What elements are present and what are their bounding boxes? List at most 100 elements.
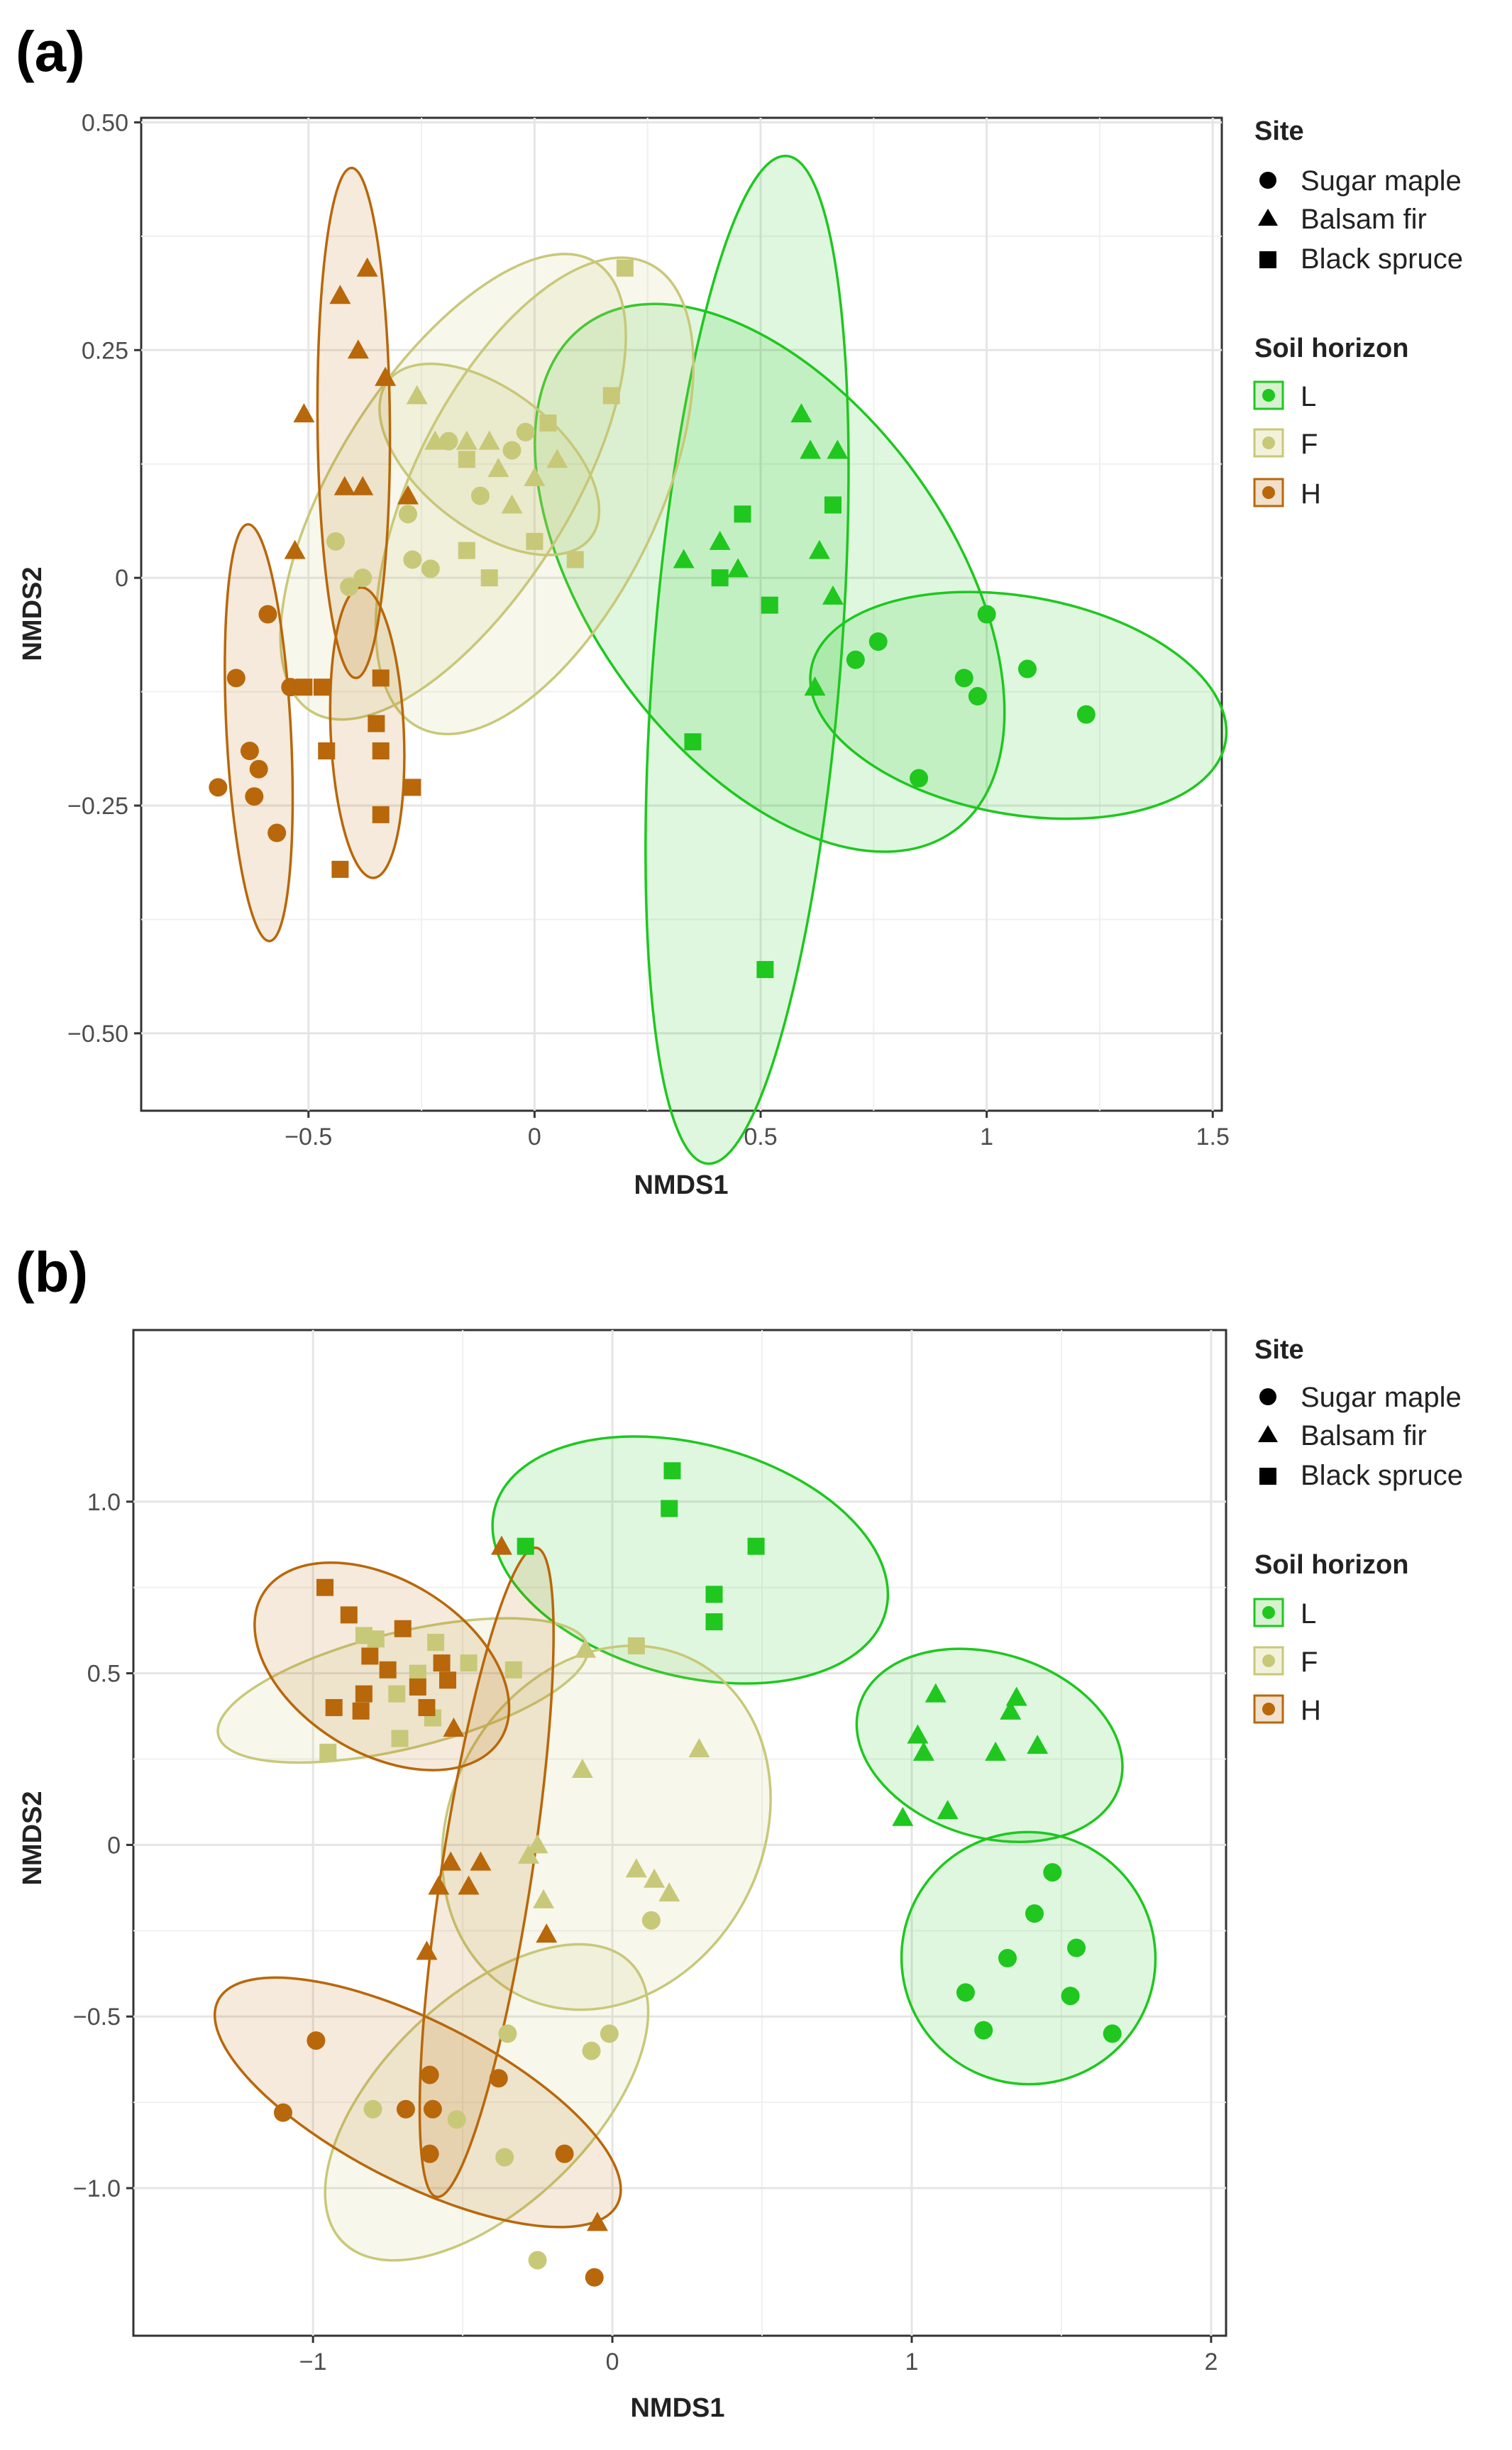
- legend-b-swatch-f-dot: [1262, 1654, 1275, 1667]
- panel-b-point-l-sugar-maple: [1067, 1938, 1086, 1957]
- panel-a-point-h-sugar-maple: [281, 678, 300, 697]
- panel-a-point-l-balsam-fir: [673, 549, 695, 568]
- panel-b-point-l-balsam-fir: [1000, 1700, 1022, 1720]
- panel-b-ellipse-l-black-spruce: [491, 1435, 890, 1685]
- panel-b-point-h-balsam-fir: [470, 1851, 492, 1871]
- panel-b-point-f-sugar-maple: [600, 2024, 619, 2043]
- panel-a-point-l-black-spruce: [761, 596, 778, 614]
- legend-b-triangle-icon: [1258, 1425, 1278, 1442]
- panel-a-point-h-sugar-maple: [249, 759, 268, 779]
- panel-b-point-f-sugar-maple: [495, 2148, 514, 2167]
- panel-a-point-h-black-spruce: [368, 715, 385, 732]
- panel-a-point-h-sugar-maple: [267, 823, 287, 842]
- panel-a-point-f-sugar-maple: [326, 532, 346, 551]
- panel-a-y-tick-label: 0.50: [82, 109, 128, 136]
- panel-b-x-tick-label: 0: [606, 2349, 619, 2375]
- panel-b-point-l-black-spruce: [705, 1586, 723, 1603]
- panel-a-point-f-sugar-maple: [516, 422, 535, 441]
- legend-b-horizon-title: Soil horizon: [1254, 1550, 1408, 1580]
- legend-b-black-spruce: Black spruce: [1301, 1460, 1463, 1491]
- panel-a-point-h-sugar-maple: [240, 742, 259, 761]
- panel-b-point-l-balsam-fir: [937, 1800, 959, 1820]
- legend-b-swatch-l-dot: [1262, 1606, 1275, 1619]
- panel-a-point-l-balsam-fir: [709, 530, 731, 550]
- legend-a-l: L: [1301, 381, 1316, 412]
- panel-b-point-f-sugar-maple: [528, 2251, 547, 2270]
- panel-a-x-tick-label: 1: [980, 1124, 993, 1150]
- panel-b-point-l-black-spruce: [747, 1537, 765, 1555]
- panel-b-y-tick-label: 0.5: [87, 1661, 121, 1688]
- panel-b-point-h-black-spruce: [379, 1661, 397, 1679]
- panel-a-point-h-balsam-fir: [352, 476, 374, 495]
- panel-a-point-h-balsam-fir: [293, 403, 315, 423]
- legend-a-swatch-f-dot: [1262, 436, 1275, 449]
- panel-b-point-h-sugar-maple: [420, 2065, 439, 2084]
- panel-a-ellipse-h-black-spruce: [329, 586, 406, 879]
- panel-b-point-l-balsam-fir: [907, 1724, 929, 1744]
- panel-b-point-l-sugar-maple: [1103, 2024, 1122, 2043]
- panel-a-point-h-balsam-fir: [333, 476, 355, 495]
- panel-b-point-h-black-spruce: [394, 1620, 412, 1637]
- panel-a-point-l-sugar-maple: [1017, 659, 1037, 679]
- panel-b-legend: Site Sugar maple Balsam fir Black spruce…: [1253, 1335, 1463, 1726]
- panel-b-point-l-balsam-fir: [985, 1741, 1007, 1761]
- legend-a-horizon-title: Soil horizon: [1254, 334, 1408, 363]
- legend-a-h: H: [1301, 478, 1321, 510]
- panel-b-y-tick-label: −1.0: [73, 2175, 121, 2202]
- panel-b-ellipse-l-balsam-fir: [855, 1647, 1124, 1843]
- panel-b-y-tick-label: −0.5: [73, 2004, 121, 2031]
- panel-a-point-f-sugar-maple: [398, 505, 417, 524]
- panel-b-point-h-balsam-fir: [490, 1535, 512, 1555]
- panel-b-points: [273, 1462, 1122, 2287]
- legend-a-balsam-fir: Balsam fir: [1301, 204, 1427, 235]
- panel-b-point-f-balsam-fir: [517, 1844, 539, 1864]
- panel-b-ellipses: [213, 1435, 1157, 2262]
- panel-a-ellipse-l-sugar-maple: [809, 590, 1228, 820]
- panel-a-point-f-sugar-maple: [340, 577, 359, 596]
- panel-a-point-h-black-spruce: [404, 779, 421, 796]
- panel-b-point-l-sugar-maple: [1025, 1904, 1044, 1923]
- panel-b-point-f-black-spruce: [427, 1634, 445, 1652]
- panel-a-point-l-black-spruce: [824, 496, 841, 514]
- panel-b-point-f-balsam-fir: [533, 1889, 555, 1908]
- legend-b-h: H: [1301, 1695, 1321, 1726]
- legend-b-balsam-fir: Balsam fir: [1301, 1420, 1427, 1451]
- panel-b-point-h-black-spruce: [325, 1698, 343, 1716]
- panel-b-gridlines: [133, 1330, 1226, 2336]
- panel-b-point-h-black-spruce: [340, 1606, 358, 1624]
- panel-b-ellipse-f-sugar-maple: [324, 1943, 650, 2262]
- panel-b-point-l-sugar-maple: [1043, 1863, 1062, 1882]
- panel-a-point-f-sugar-maple: [439, 432, 458, 451]
- panel-a-point-l-black-spruce: [711, 569, 729, 587]
- panel-a-point-h-balsam-fir: [375, 366, 397, 386]
- panel-b-point-h-balsam-fir: [440, 1851, 462, 1871]
- panel-b-point-h-balsam-fir: [458, 1875, 480, 1895]
- panel-b-point-h-black-spruce: [361, 1647, 379, 1665]
- panel-a-ellipse-f-black-spruce: [374, 256, 695, 735]
- panel-b-point-f-black-spruce: [504, 1661, 522, 1679]
- legend-a-square-icon: [1259, 251, 1276, 268]
- panel-b-point-h-sugar-maple: [585, 2268, 604, 2287]
- panel-b-point-h-sugar-maple: [396, 2099, 415, 2119]
- panel-a-point-h-black-spruce: [372, 806, 390, 823]
- panel-b-point-l-balsam-fir: [1005, 1686, 1027, 1706]
- panel-b-y-tick-label: 0: [107, 1832, 121, 1859]
- panel-b-ticks: −1 0 1 2 −1.0 −0.5 0 0.5 1.0: [73, 1489, 1218, 2375]
- panel-a-point-f-black-spruce: [602, 387, 620, 405]
- legend-b-swatch-f: [1253, 1646, 1284, 1676]
- panel-b-point-h-sugar-maple: [307, 2031, 326, 2050]
- panel-a-point-f-black-spruce: [480, 569, 498, 587]
- panel-a-y-tick-label: −0.50: [67, 1021, 128, 1048]
- panel-a-y-tick-label: 0: [115, 565, 128, 592]
- legend-b-l: L: [1301, 1598, 1316, 1630]
- panel-a-x-tick-label: 0.5: [744, 1124, 777, 1150]
- panel-b-point-h-black-spruce: [316, 1578, 334, 1596]
- panel-a-point-f-balsam-fir: [487, 458, 509, 478]
- panel-b-point-h-black-spruce: [409, 1678, 426, 1696]
- panel-b-ellipse-h-balsam-fir: [418, 1547, 555, 2199]
- panel-b-x-tick-label: −1: [299, 2349, 327, 2375]
- panel-b-point-f-sugar-maple: [363, 2099, 382, 2119]
- panel-b-point-f-balsam-fir: [575, 1638, 597, 1658]
- panel-a-points: [209, 257, 1096, 979]
